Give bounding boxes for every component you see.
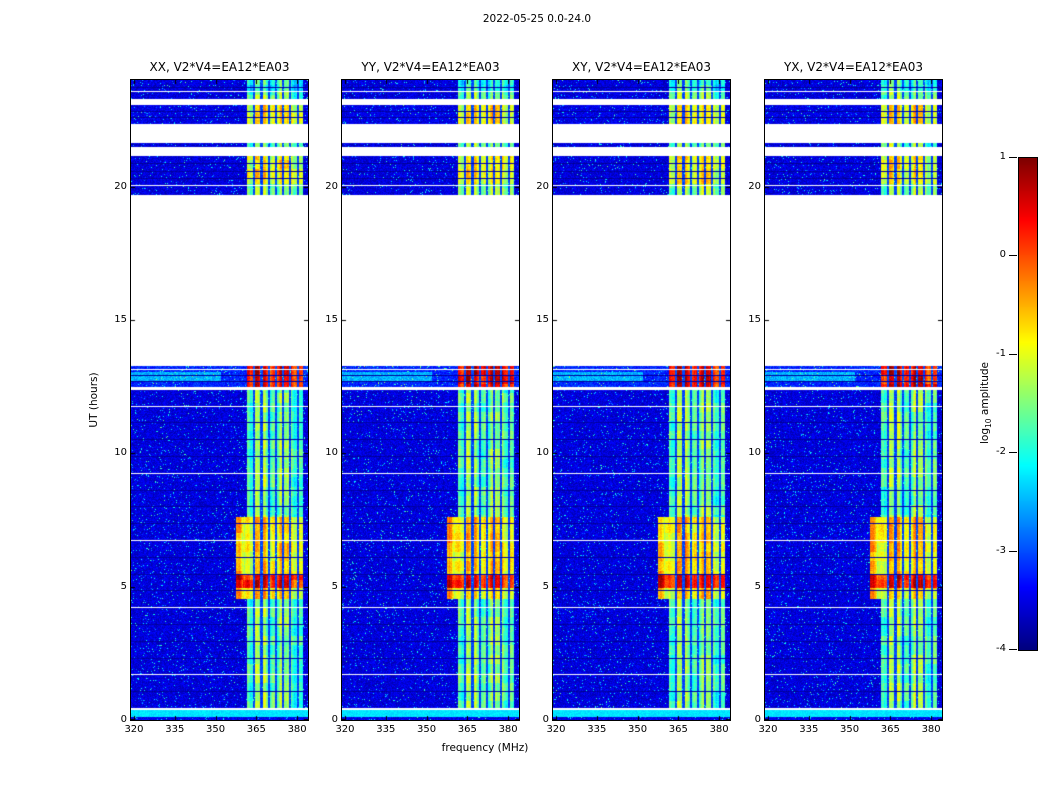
x-tick-label: 320 bbox=[335, 724, 355, 735]
x-tick-label: 350 bbox=[840, 724, 860, 735]
y-tick-label: 5 bbox=[331, 580, 338, 592]
y-tick-label: 5 bbox=[120, 580, 127, 592]
y-tick-label: 0 bbox=[754, 714, 761, 725]
y-tick-label: 10 bbox=[536, 447, 549, 459]
y-tick-label: 20 bbox=[114, 180, 127, 192]
y-tick-label: 20 bbox=[748, 180, 761, 192]
colorbar-tick bbox=[1009, 550, 1017, 552]
x-tick-label: 320 bbox=[546, 724, 566, 735]
y-tick-label: 15 bbox=[325, 314, 338, 325]
x-tick-label: 380 bbox=[287, 724, 307, 735]
colorbar-tick bbox=[1009, 649, 1017, 650]
spectrogram-panel-1 bbox=[130, 79, 309, 721]
colorbar-tick-label: -2 bbox=[996, 446, 1006, 458]
y-tick-label: 15 bbox=[114, 314, 127, 325]
colorbar-tick-label: -1 bbox=[996, 347, 1006, 359]
x-tick-label: 350 bbox=[417, 724, 437, 735]
spectrogram-panel-2 bbox=[341, 79, 520, 721]
colorbar-tick-label: 0 bbox=[999, 249, 1006, 261]
spectrogram-panel-3 bbox=[552, 79, 731, 721]
x-tick-label: 380 bbox=[921, 724, 941, 735]
y-tick-label: 5 bbox=[542, 580, 549, 592]
x-tick-label: 320 bbox=[758, 724, 778, 735]
panel-title-3: XY, V2*V4=EA12*EA03 bbox=[571, 60, 712, 74]
y-tick-label: 0 bbox=[331, 714, 338, 725]
y-tick-label: 10 bbox=[325, 447, 338, 459]
y-tick-label: 20 bbox=[325, 180, 338, 192]
colorbar-gradient bbox=[1018, 157, 1038, 651]
x-tick-label: 335 bbox=[376, 724, 396, 735]
x-tick-label: 365 bbox=[457, 724, 477, 735]
figure-title: 2022-05-25 0.0-24.0 bbox=[482, 13, 592, 25]
x-tick-label: 365 bbox=[668, 724, 688, 735]
x-tick-label: 320 bbox=[124, 724, 144, 735]
y-tick-label: 0 bbox=[542, 714, 549, 725]
spectrogram-panel-4 bbox=[764, 79, 943, 721]
y-tick-label: 10 bbox=[114, 447, 127, 459]
colorbar-tick bbox=[1009, 157, 1017, 158]
colorbar-tick-label: -4 bbox=[996, 643, 1006, 654]
x-tick-label: 350 bbox=[628, 724, 648, 735]
x-axis-label: frequency (MHz) bbox=[441, 742, 529, 754]
colorbar-label-suffix: amplitude bbox=[979, 362, 991, 419]
colorbar-label-prefix: log bbox=[979, 427, 991, 444]
panel-title-4: YX, V2*V4=EA12*EA03 bbox=[783, 60, 924, 74]
panel-title-2: YY, V2*V4=EA12*EA03 bbox=[361, 60, 500, 74]
colorbar-label-sub: 10 bbox=[984, 418, 994, 428]
x-tick-label: 335 bbox=[799, 724, 819, 735]
y-tick-label: 15 bbox=[748, 314, 761, 325]
y-axis-label: UT (hours) bbox=[88, 372, 100, 428]
y-tick-label: 15 bbox=[536, 314, 549, 325]
x-tick-label: 380 bbox=[709, 724, 729, 735]
x-tick-label: 350 bbox=[206, 724, 226, 735]
colorbar-tick bbox=[1009, 452, 1017, 454]
panel-title-1: XX, V2*V4=EA12*EA03 bbox=[149, 60, 290, 74]
colorbar-tick-label: 1 bbox=[999, 151, 1006, 162]
y-tick-label: 10 bbox=[748, 447, 761, 459]
colorbar-tick bbox=[1009, 353, 1017, 355]
y-tick-label: 5 bbox=[754, 580, 761, 592]
y-tick-label: 20 bbox=[536, 180, 549, 192]
x-tick-label: 380 bbox=[498, 724, 518, 735]
x-tick-label: 365 bbox=[246, 724, 266, 735]
colorbar-tick bbox=[1009, 255, 1017, 257]
y-tick-label: 0 bbox=[120, 714, 127, 725]
colorbar-label: log10 amplitude bbox=[979, 343, 993, 463]
colorbar-tick-label: -3 bbox=[996, 544, 1006, 556]
x-tick-label: 335 bbox=[587, 724, 607, 735]
x-tick-label: 335 bbox=[165, 724, 185, 735]
x-tick-label: 365 bbox=[880, 724, 900, 735]
